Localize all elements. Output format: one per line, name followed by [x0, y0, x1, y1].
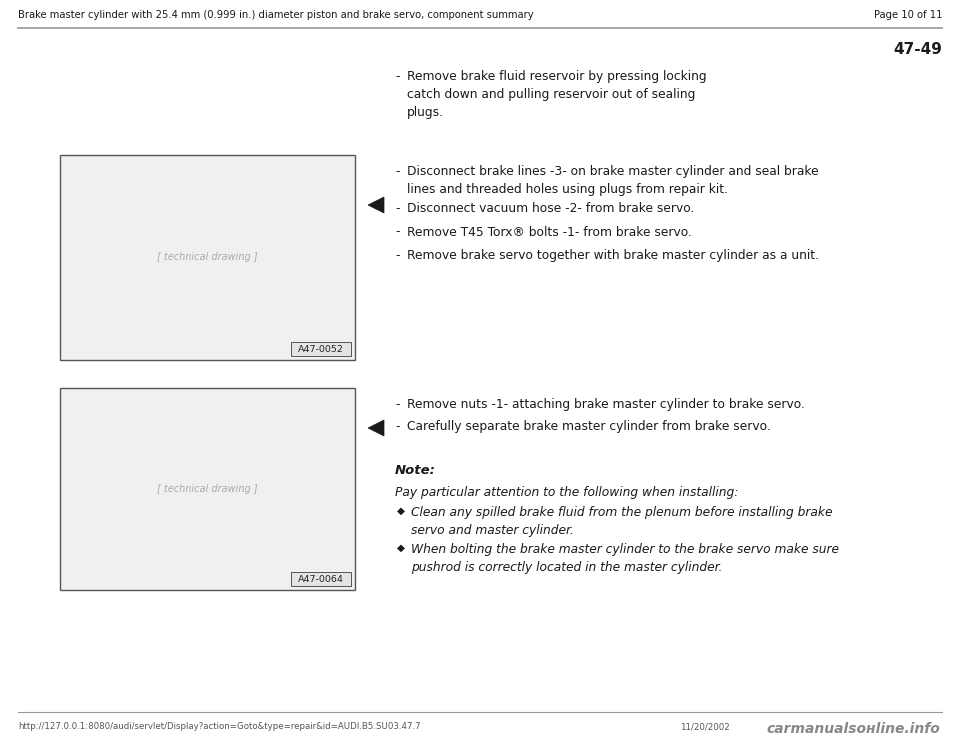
Text: ◆: ◆ — [397, 506, 405, 516]
Bar — [60, 388, 355, 590]
Text: -: - — [395, 249, 399, 262]
Polygon shape — [368, 197, 384, 213]
Text: Note:: Note: — [395, 464, 436, 477]
Text: Carefully separate brake master cylinder from brake servo.: Carefully separate brake master cylinder… — [407, 420, 771, 433]
Text: 11/20/2002: 11/20/2002 — [680, 722, 730, 731]
Text: -: - — [395, 70, 399, 83]
Text: Remove nuts -1- attaching brake master cylinder to brake servo.: Remove nuts -1- attaching brake master c… — [407, 398, 804, 411]
Text: Pay particular attention to the following when installing:: Pay particular attention to the followin… — [395, 486, 738, 499]
Text: Clean any spilled brake fluid from the plenum before installing brake
servo and : Clean any spilled brake fluid from the p… — [411, 506, 832, 536]
Text: [ technical drawing ]: [ technical drawing ] — [157, 252, 258, 263]
Bar — [60, 155, 355, 360]
Polygon shape — [368, 420, 384, 436]
Text: Remove T45 Torx® bolts -1- from brake servo.: Remove T45 Torx® bolts -1- from brake se… — [407, 226, 692, 238]
Text: When bolting the brake master cylinder to the brake servo make sure
pushrod is c: When bolting the brake master cylinder t… — [411, 543, 839, 574]
Text: -: - — [395, 398, 399, 411]
Text: [ technical drawing ]: [ technical drawing ] — [157, 484, 258, 494]
Text: ◆: ◆ — [397, 543, 405, 553]
Text: Disconnect brake lines -3- on brake master cylinder and seal brake
lines and thr: Disconnect brake lines -3- on brake mast… — [407, 165, 819, 196]
Text: -: - — [395, 420, 399, 433]
Bar — [291, 572, 351, 586]
Text: -: - — [395, 202, 399, 215]
Text: -: - — [395, 226, 399, 238]
Text: A47-0064: A47-0064 — [298, 574, 344, 583]
Text: Remove brake fluid reservoir by pressing locking
catch down and pulling reservoi: Remove brake fluid reservoir by pressing… — [407, 70, 707, 119]
Text: 47-49: 47-49 — [893, 42, 942, 57]
Text: http://127.0.0.1:8080/audi/servlet/Display?action=Goto&type=repair&id=AUDI.B5.SU: http://127.0.0.1:8080/audi/servlet/Displ… — [18, 722, 420, 731]
Text: Disconnect vacuum hose -2- from brake servo.: Disconnect vacuum hose -2- from brake se… — [407, 202, 694, 215]
Bar — [291, 342, 351, 356]
Text: -: - — [395, 165, 399, 178]
Text: carmanualsонline.info: carmanualsонline.info — [766, 722, 940, 736]
Text: Remove brake servo together with brake master cylinder as a unit.: Remove brake servo together with brake m… — [407, 249, 819, 262]
Text: A47-0052: A47-0052 — [298, 344, 344, 353]
Text: Brake master cylinder with 25.4 mm (0.999 in.) diameter piston and brake servo, : Brake master cylinder with 25.4 mm (0.99… — [18, 10, 534, 20]
Text: Page 10 of 11: Page 10 of 11 — [874, 10, 942, 20]
